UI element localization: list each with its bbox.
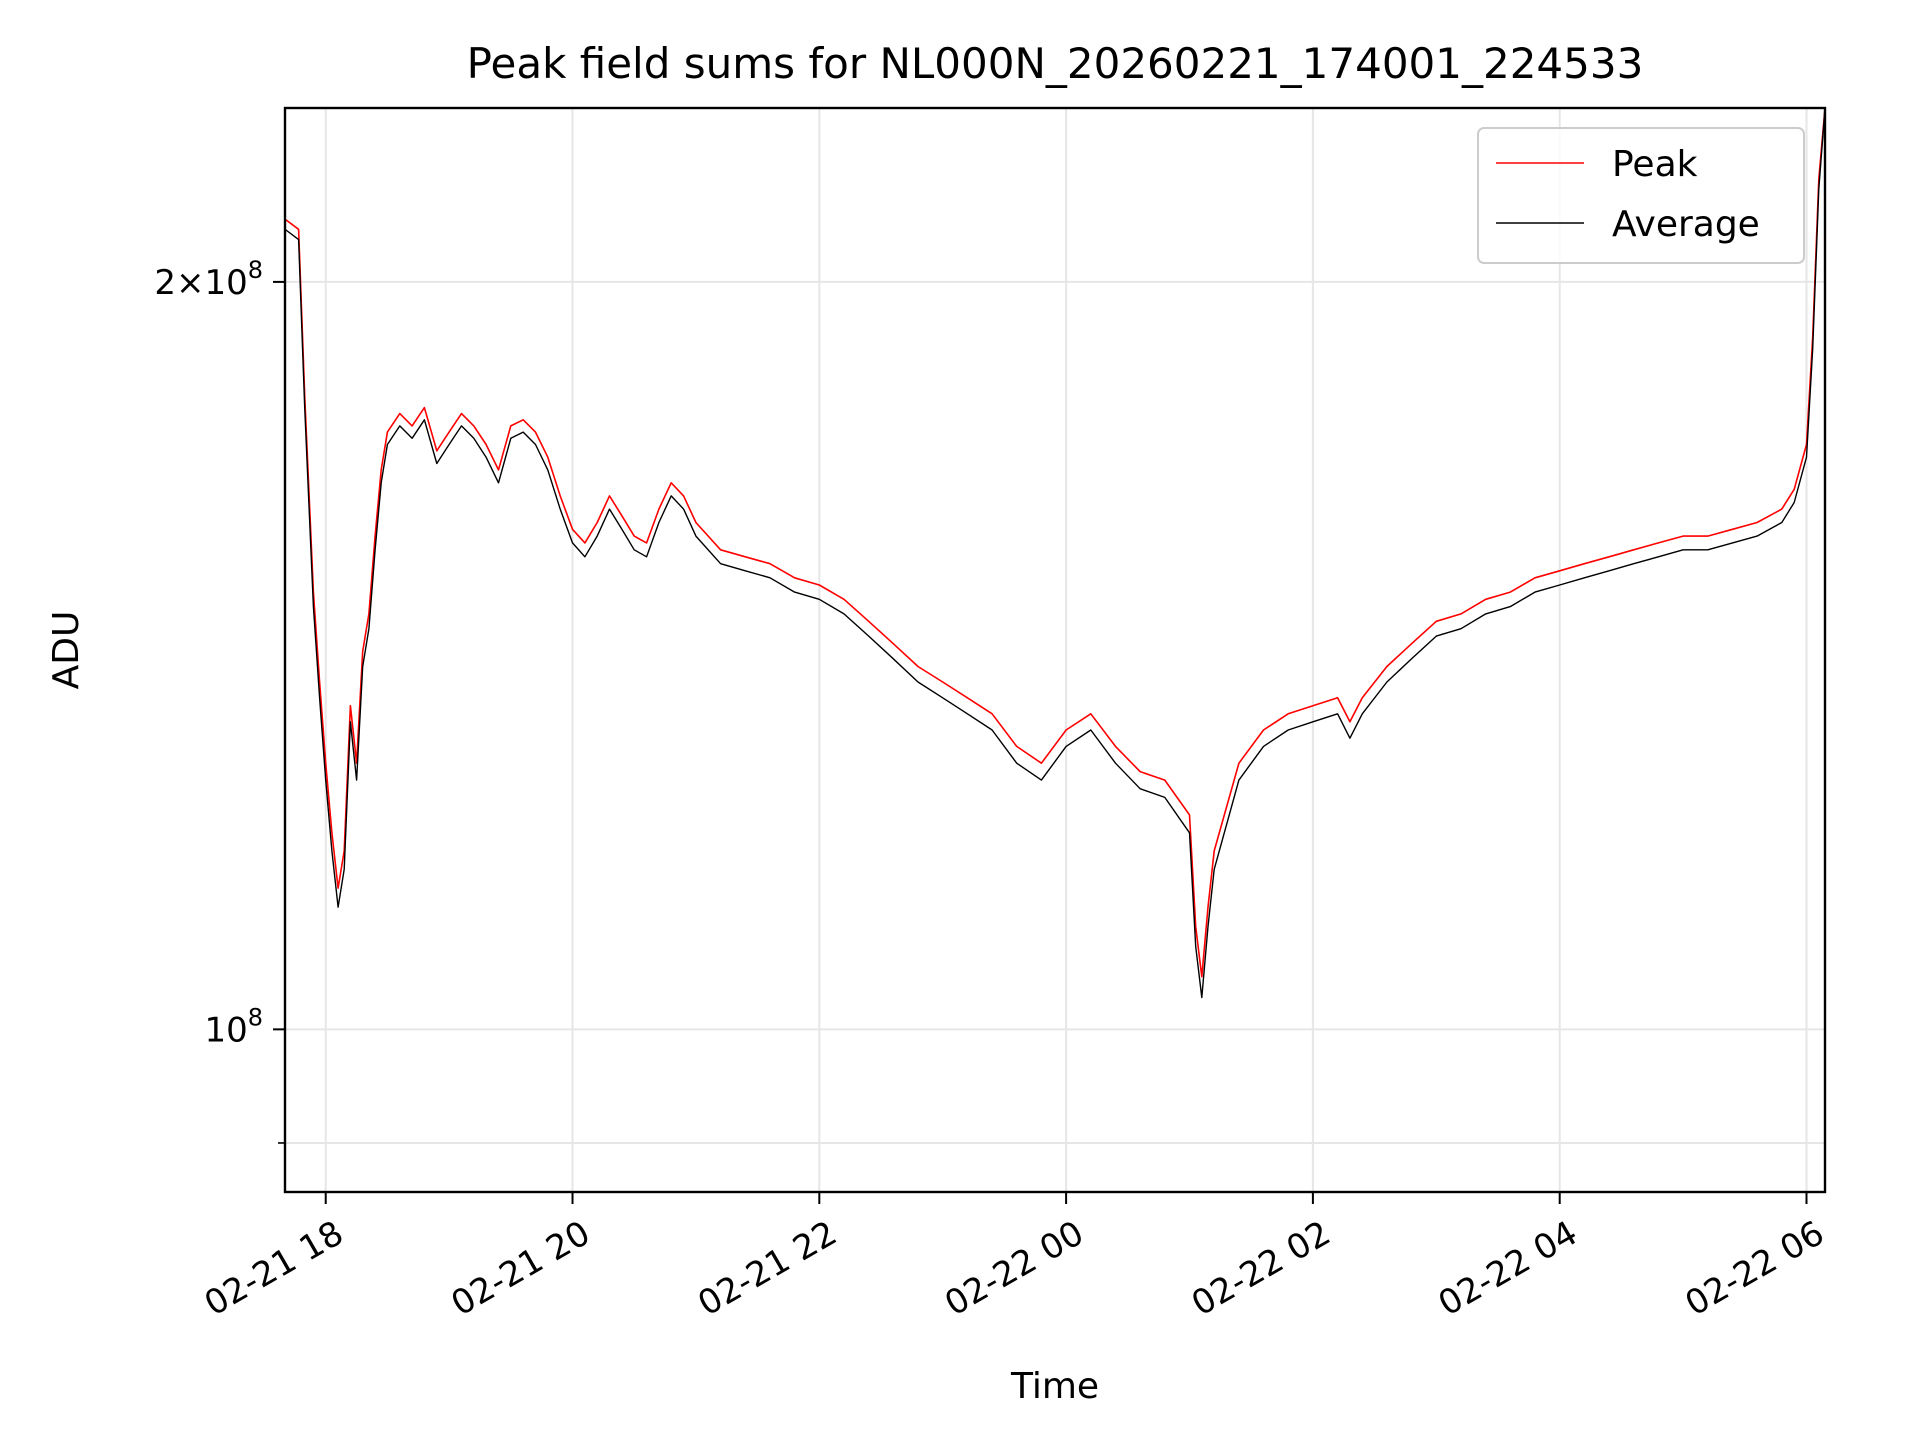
y-tick-label: 2×108 <box>154 256 263 303</box>
legend: Peak Average <box>1477 127 1805 264</box>
series-line-peak <box>285 108 1825 978</box>
y-axis-label: ADU <box>46 611 87 690</box>
y-gridlines <box>285 280 1825 1144</box>
x-gridlines <box>324 108 1808 1192</box>
y-tick-label: 108 <box>204 1003 263 1050</box>
chart-title: Peak field sums for NL000N_20260221_1740… <box>467 39 1644 88</box>
plot-series-group <box>285 108 1825 999</box>
legend-box <box>1477 127 1805 264</box>
legend-label-peak: Peak <box>1612 144 1698 185</box>
series-line-average <box>285 108 1825 999</box>
x-axis-label: Time <box>1010 1366 1099 1407</box>
axes-frame <box>283 106 1827 1194</box>
legend-label-average: Average <box>1612 204 1760 245</box>
y-axis-ticks: 108 2×108 <box>154 256 285 1144</box>
